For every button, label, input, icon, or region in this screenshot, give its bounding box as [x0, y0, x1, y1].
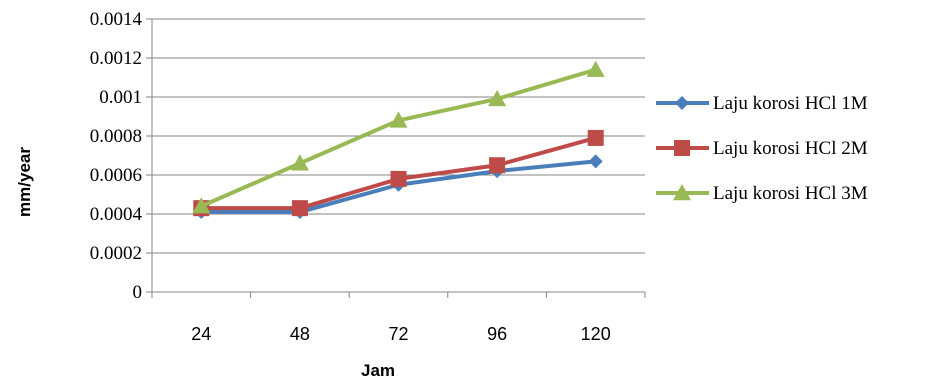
x-tick-label: 96 [487, 324, 507, 344]
legend-marker [674, 140, 690, 156]
y-tick-label: 0.001 [99, 87, 142, 108]
x-axis-title: Jam [361, 361, 395, 380]
data-point [389, 111, 408, 128]
y-tick-label: 0.0014 [90, 9, 143, 30]
data-point [587, 129, 604, 146]
legend: Laju korosi HCl 1M Laju korosi HCl 2M Laju… [656, 93, 868, 204]
data-point [390, 170, 407, 187]
grid-lines [152, 18, 645, 254]
y-tick-label: 0 [133, 282, 143, 303]
y-tick-label: 0.0006 [90, 165, 142, 186]
legend-label: Laju korosi HCl 2M [713, 138, 868, 159]
x-tick-label: 120 [581, 324, 611, 344]
y-axis-title: mm/year [15, 147, 34, 217]
y-tick-label: 0.0002 [90, 243, 142, 264]
data-point [290, 154, 309, 171]
y-tick-label: 0.0012 [90, 48, 142, 69]
data-point [291, 200, 308, 217]
x-tick-label: 48 [290, 324, 310, 344]
y-tick-label: 0.0004 [90, 204, 143, 225]
legend-label: Laju korosi HCl 1M [713, 93, 868, 114]
x-tick-label: 72 [388, 324, 408, 344]
legend-item: Laju korosi HCl 2M [656, 138, 868, 159]
data-point [488, 89, 507, 107]
data-point [586, 60, 605, 77]
y-tick-label: 0.0008 [90, 126, 142, 147]
axes [146, 18, 646, 298]
legend-item: Laju korosi HCl 1M [656, 93, 868, 114]
legend-label: Laju korosi HCl 3M [713, 183, 868, 204]
legend-marker [675, 96, 689, 110]
series-3 [192, 60, 605, 214]
data-point [192, 197, 211, 214]
series-group [192, 60, 605, 220]
data-point [588, 154, 603, 169]
legend-marker [673, 184, 691, 201]
x-tick-label: 24 [191, 324, 211, 344]
series-2 [193, 129, 604, 217]
x-axis-ticks: 24 48 72 96 120 [191, 324, 610, 344]
data-point [489, 157, 506, 174]
legend-item: Laju korosi HCl 3M [656, 183, 868, 204]
y-axis-ticks: 0 0.0002 0.0004 0.0006 0.0008 0.001 0.0012 0.00… [90, 9, 143, 303]
